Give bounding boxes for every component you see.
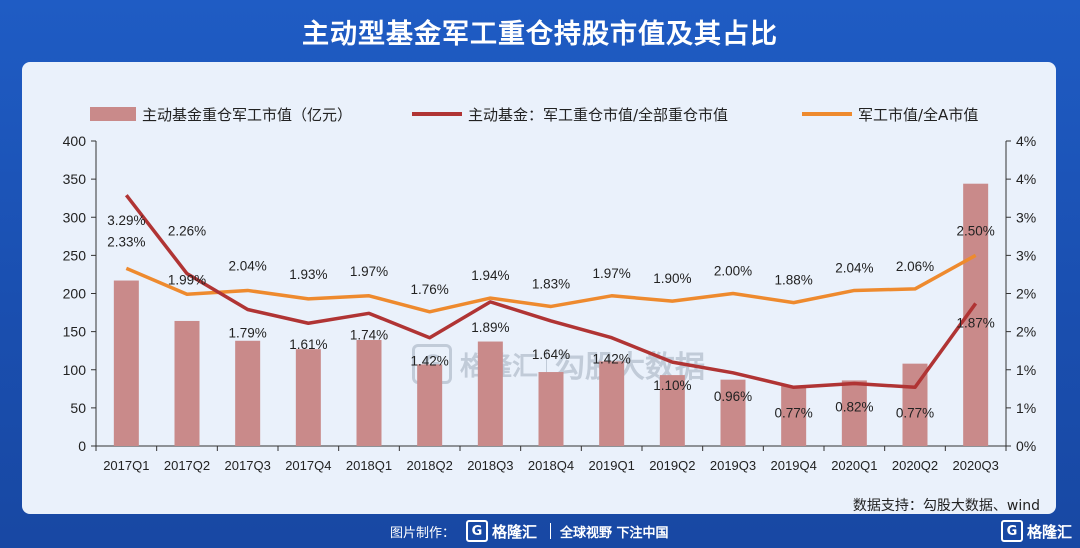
data-label-military-share: 2.04%	[835, 260, 873, 275]
footer: 图片制作： G 格隆汇 全球视野 下注中国 G 格隆汇	[0, 518, 1080, 548]
x-tick-label: 2017Q4	[285, 458, 331, 473]
data-label-military-share: 2.04%	[229, 258, 267, 273]
x-tick-label: 2019Q4	[771, 458, 817, 473]
x-tick-label: 2020Q2	[892, 458, 938, 473]
x-tick-label: 2017Q3	[225, 458, 271, 473]
data-label-fund-share: 3.29%	[107, 213, 145, 228]
right-tick-label: 4%	[1016, 171, 1036, 187]
bar	[781, 385, 807, 446]
chart-title: 主动型基金军工重仓持股市值及其占比	[302, 19, 778, 50]
legend-swatch-bar	[90, 107, 136, 121]
right-tick-label: 2%	[1016, 324, 1036, 340]
footer-brand: 格隆汇	[492, 522, 538, 541]
data-label-fund-share: 1.74%	[350, 327, 388, 342]
left-tick-label: 300	[63, 209, 87, 225]
legend-label-fund-share: 主动基金：军工重仓市值/全部重仓市值	[468, 106, 728, 124]
data-label-military-share: 2.50%	[957, 223, 995, 238]
data-label-fund-share: 1.79%	[229, 326, 267, 341]
footer-divider	[550, 523, 551, 539]
left-tick-label: 150	[63, 324, 87, 340]
watermark-divider	[546, 349, 548, 379]
data-label-fund-share: 1.42%	[593, 352, 631, 367]
data-label-fund-share: 1.89%	[471, 320, 509, 335]
bar	[235, 340, 261, 446]
footer-logo: G 格隆汇	[466, 520, 537, 542]
x-tick-label: 2018Q3	[467, 458, 513, 473]
data-label-military-share: 1.97%	[350, 264, 388, 279]
right-tick-label: 3%	[1016, 247, 1036, 263]
data-label-military-share: 2.00%	[714, 264, 752, 279]
brand-logo-icon-right: G	[1000, 520, 1023, 542]
x-tick-label: 2019Q1	[589, 458, 635, 473]
bar	[477, 341, 503, 446]
bar	[720, 379, 746, 446]
left-tick-label: 0	[78, 438, 86, 454]
left-tick-label: 200	[63, 286, 87, 302]
bar	[417, 364, 443, 446]
bar	[538, 372, 564, 446]
right-tick-label: 3%	[1016, 209, 1036, 225]
data-label-fund-share: 1.42%	[411, 354, 449, 369]
x-tick-label: 2017Q2	[164, 458, 210, 473]
data-source: 数据支持：勾股大数据、wind	[852, 498, 1040, 514]
footer-slogan: 全球视野 下注中国	[560, 526, 669, 541]
bar	[356, 340, 382, 446]
data-label-military-share: 1.88%	[775, 273, 813, 288]
data-label-military-share: 1.99%	[168, 272, 206, 287]
footer-brand-right: 格隆汇	[1026, 522, 1072, 541]
x-tick-label: 2019Q2	[649, 458, 695, 473]
left-tick-label: 100	[63, 362, 87, 378]
left-tick-label: 50	[70, 400, 86, 416]
data-label-military-share: 2.06%	[896, 259, 934, 274]
footer-logo-right: G 格隆汇	[1000, 520, 1072, 542]
bar	[295, 349, 321, 446]
data-label-fund-share: 0.96%	[714, 389, 752, 404]
x-tick-label: 2018Q2	[407, 458, 453, 473]
right-tick-label: 2%	[1016, 286, 1036, 302]
bar	[841, 380, 867, 446]
data-label-military-share: 1.83%	[532, 276, 570, 291]
bar	[113, 280, 139, 446]
legend-label-bar: 主动基金重仓军工市值（亿元）	[142, 106, 352, 124]
chart-svg: 0 50 100 150 200 250 300 350 400 0% 1% 1% 2% 2% 3% 3% 4%…	[63, 106, 1037, 473]
x-tick-label: 2020Q3	[953, 458, 999, 473]
left-tick-label: 400	[63, 133, 87, 149]
data-label-fund-share: 1.61%	[289, 337, 327, 352]
left-tick-label: 250	[63, 247, 87, 263]
footer-made-by: 图片制作：	[390, 526, 456, 541]
bar	[599, 361, 625, 446]
data-label-military-share: 1.97%	[593, 266, 631, 281]
right-tick-label: 0%	[1016, 438, 1036, 454]
data-label-military-share: 1.76%	[411, 282, 449, 297]
data-label-military-share: 1.93%	[289, 267, 327, 282]
data-label-military-share: 1.90%	[653, 271, 691, 286]
brand-logo-icon: G	[466, 520, 488, 542]
series-line-fund-share	[124, 194, 978, 390]
right-tick-label: 1%	[1016, 400, 1036, 416]
data-label-fund-share: 2.26%	[168, 224, 206, 239]
right-tick-label: 4%	[1016, 133, 1036, 149]
left-tick-label: 350	[63, 171, 87, 187]
bar	[659, 375, 685, 446]
x-tick-label: 2018Q4	[528, 458, 574, 473]
x-tick-label: 2019Q3	[710, 458, 756, 473]
data-label-fund-share: 1.87%	[957, 315, 995, 330]
data-label-fund-share: 0.82%	[835, 399, 873, 414]
bar	[174, 320, 200, 446]
data-label-fund-share: 0.77%	[775, 405, 813, 420]
x-tick-label: 2018Q1	[346, 458, 392, 473]
data-label-fund-share: 1.10%	[653, 378, 691, 393]
series-line-military-share	[125, 253, 977, 314]
chart-card: G 格隆汇 勾股大数据 0501001502002503003504000%1%…	[22, 62, 1056, 514]
x-tick-label: 2017Q1	[103, 458, 149, 473]
data-label-fund-share: 1.64%	[532, 347, 570, 362]
data-label-fund-share: 0.77%	[896, 405, 934, 420]
data-label-military-share: 1.94%	[471, 268, 509, 283]
right-tick-label: 1%	[1016, 362, 1036, 378]
data-label-military-share: 2.33%	[107, 234, 145, 249]
x-tick-label: 2020Q1	[831, 458, 877, 473]
legend-label-military-share: 军工市值/全A市值	[858, 106, 978, 124]
